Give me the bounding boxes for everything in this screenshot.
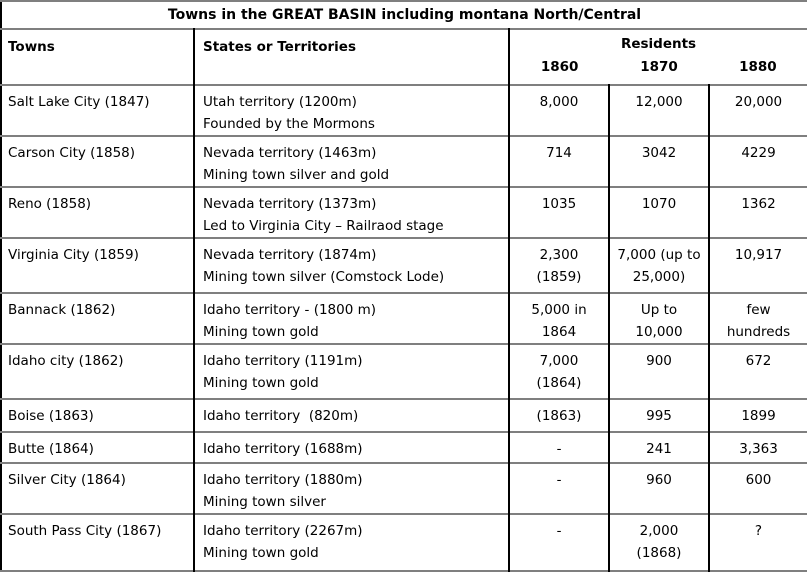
territory-cell: Nevada territory (1874m) Mining town sil…	[194, 237, 510, 293]
territory-cell: Nevada territory (1463m) Mining town sil…	[194, 135, 510, 187]
territory-note: Mining town gold	[203, 545, 319, 561]
title-row: Towns in the GREAT BASIN including monta…	[1, 1, 807, 29]
residents-1880-cell: 1899	[709, 398, 807, 432]
territory-text: Idaho territory (1880m)	[203, 472, 363, 488]
residents-1870-cell: 900	[609, 343, 710, 399]
territory-cell: Idaho territory (2267m) Mining town gold	[194, 513, 510, 571]
territory-note: Mining town gold	[203, 375, 319, 391]
residents-1860-cell: -	[509, 431, 610, 463]
territory-note: Mining town silver	[203, 494, 326, 510]
residents-1870-cell: 960	[609, 462, 710, 514]
territory-cell: Nevada territory (1373m) Led to Virginia…	[194, 186, 510, 238]
town-cell: South Pass City (1867)	[1, 513, 195, 571]
residents-1880-cell: 10,917	[709, 237, 807, 293]
territory-text: Utah territory (1200m)	[203, 94, 357, 110]
territory-note: Mining town silver (Comstock Lode)	[203, 269, 445, 285]
residents-1860-cell: 714	[509, 135, 610, 187]
residents-1880-cell: 4229	[709, 135, 807, 187]
territory-cell: Utah territory (1200m) Founded by the Mo…	[194, 84, 510, 136]
table-row: Boise (1863) Idaho territory (820m) (186…	[1, 398, 807, 432]
column-header-states: States or Territories	[194, 28, 510, 85]
table-row: Salt Lake City (1847) Utah territory (12…	[1, 84, 807, 136]
territory-text: Idaho territory (1688m)	[203, 441, 363, 457]
table-row: Idaho city (1862) Idaho territory (1191m…	[1, 343, 807, 399]
territory-cell: Idaho territory - (1800 m) Mining town g…	[194, 292, 510, 344]
residents-1870-cell: 2,000 (1868)	[609, 513, 710, 571]
residents-1880-cell: 672	[709, 343, 807, 399]
residents-1870-cell: 241	[609, 431, 710, 463]
residents-1860-cell: (1863)	[509, 398, 610, 432]
residents-1880-cell: few hundreds	[709, 292, 807, 344]
territory-note: Founded by the Mormons	[203, 116, 375, 132]
column-header-residents: Residents 1860 1870 1880	[509, 28, 807, 85]
territory-text: Idaho territory (820m)	[203, 408, 359, 424]
residents-1860-cell: -	[509, 462, 610, 514]
town-cell: Idaho city (1862)	[1, 343, 195, 399]
town-cell: Silver City (1864)	[1, 462, 195, 514]
territory-cell: Idaho territory (820m)	[194, 398, 510, 432]
territory-text: Nevada territory (1874m)	[203, 247, 377, 263]
table-title: Towns in the GREAT BASIN including monta…	[167, 6, 642, 23]
year-header-1880: 1880	[739, 59, 777, 75]
territory-cell: Idaho territory (1688m)	[194, 431, 510, 463]
table-row: Virginia City (1859) Nevada territory (1…	[1, 237, 807, 293]
table-row: South Pass City (1867) Idaho territory (…	[1, 513, 807, 571]
year-subheaders: 1860 1870 1880	[510, 59, 807, 75]
territory-note: Led to Virginia City – Railraod stage	[203, 218, 444, 234]
residents-1870-cell: 12,000	[609, 84, 710, 136]
residents-1860-cell: 7,000 (1864)	[509, 343, 610, 399]
header-row: Towns States or Territories Residents 18…	[1, 28, 807, 85]
residents-1860-cell: 8,000	[509, 84, 610, 136]
residents-1860-cell: 2,300 (1859)	[509, 237, 610, 293]
territory-cell: Idaho territory (1191m) Mining town gold	[194, 343, 510, 399]
residents-1880-cell: 3,363	[709, 431, 807, 463]
residents-1880-cell: 20,000	[709, 84, 807, 136]
residents-1880-cell: 1362	[709, 186, 807, 238]
territory-text: Idaho territory (1191m)	[203, 353, 363, 369]
town-cell: Virginia City (1859)	[1, 237, 195, 293]
year-header-1860: 1860	[540, 59, 579, 75]
residents-1870-cell: 7,000 (up to 25,000)	[609, 237, 710, 293]
territory-text: Idaho territory - (1800 m)	[203, 302, 377, 318]
table-row: Reno (1858) Nevada territory (1373m) Led…	[1, 186, 807, 238]
year-header-1870: 1870	[640, 59, 678, 75]
table-row: Butte (1864) Idaho territory (1688m) - 2…	[1, 431, 807, 463]
territory-text: Idaho territory (2267m)	[203, 523, 363, 539]
residents-1870-cell: 1070	[609, 186, 710, 238]
residents-1870-cell: 3042	[609, 135, 710, 187]
table-row: Silver City (1864) Idaho territory (1880…	[1, 462, 807, 514]
town-cell: Bannack (1862)	[1, 292, 195, 344]
residents-1880-cell: 600	[709, 462, 807, 514]
residents-1870-cell: Up to 10,000	[609, 292, 710, 344]
residents-1860-cell: 1035	[509, 186, 610, 238]
territory-text: Nevada territory (1373m)	[203, 196, 377, 212]
town-cell: Reno (1858)	[1, 186, 195, 238]
column-header-towns: Towns	[1, 28, 195, 85]
territory-note: Mining town silver and gold	[203, 167, 390, 183]
residents-1860-cell: -	[509, 513, 610, 571]
town-cell: Carson City (1858)	[1, 135, 195, 187]
residents-1870-cell: 995	[609, 398, 710, 432]
town-cell: Boise (1863)	[1, 398, 195, 432]
residents-label: Residents	[620, 36, 697, 52]
territory-cell: Idaho territory (1880m) Mining town silv…	[194, 462, 510, 514]
territory-text: Nevada territory (1463m)	[203, 145, 377, 161]
residents-1880-cell: ?	[709, 513, 807, 571]
table-row: Carson City (1858) Nevada territory (146…	[1, 135, 807, 187]
table-row: Bannack (1862) Idaho territory - (1800 m…	[1, 292, 807, 344]
town-cell: Salt Lake City (1847)	[1, 84, 195, 136]
town-cell: Butte (1864)	[1, 431, 195, 463]
residents-1860-cell: 5,000 in 1864	[509, 292, 610, 344]
territory-note: Mining town gold	[203, 324, 319, 340]
